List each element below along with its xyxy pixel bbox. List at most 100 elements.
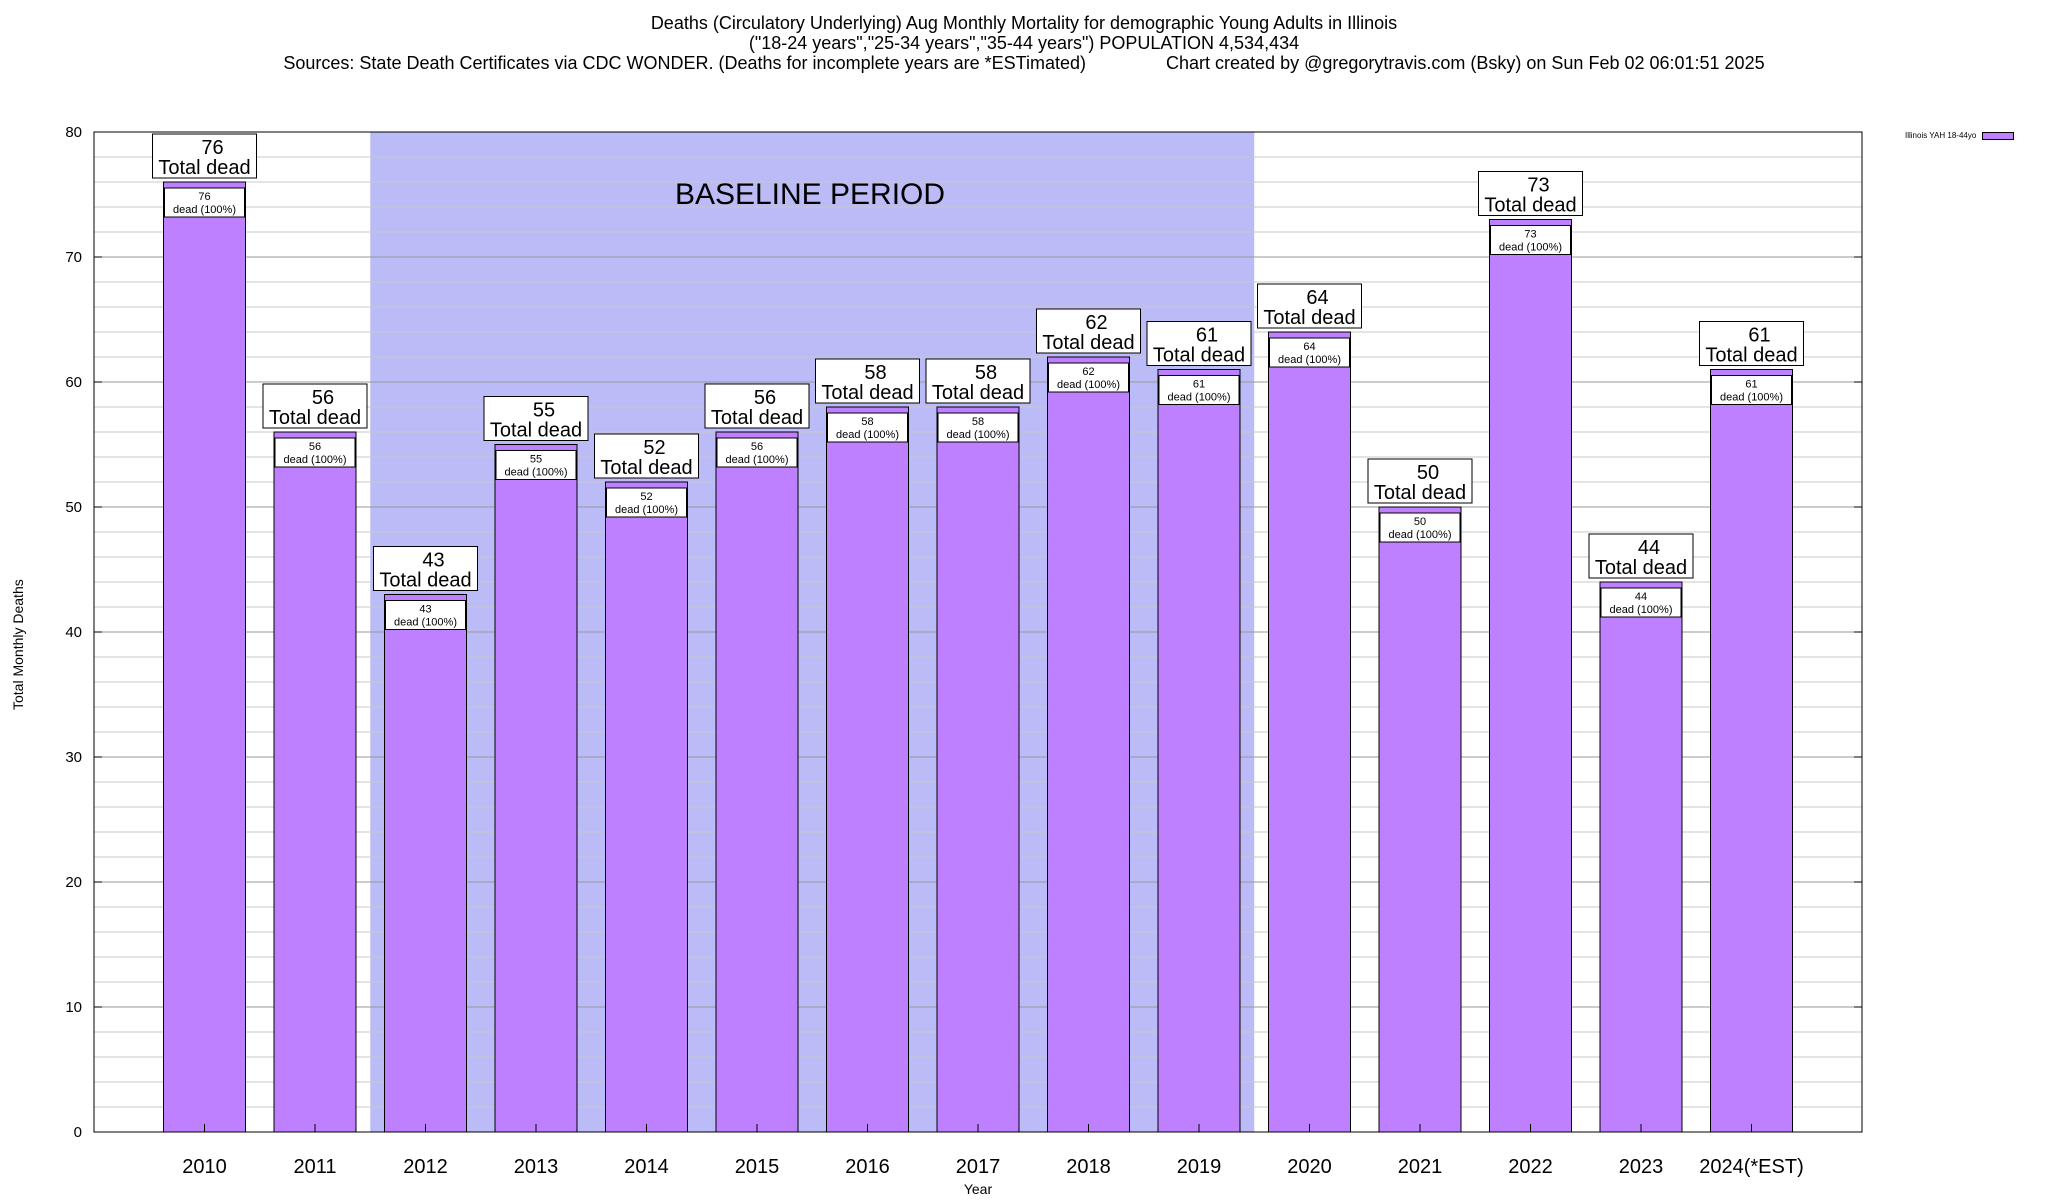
bar-inner-percent: dead (100%) xyxy=(505,467,568,479)
bar-total-value: 61 xyxy=(1748,325,1770,347)
bar-total-value: 58 xyxy=(975,362,997,384)
bar-inner-value: 76 xyxy=(198,191,210,203)
x-tick-label: 2017 xyxy=(956,1156,1001,1178)
bar-total-label-box xyxy=(483,396,589,441)
bar-total-value: 52 xyxy=(643,437,665,459)
bar-inner-label-box xyxy=(274,437,356,468)
plot-border xyxy=(93,131,1863,1133)
bar xyxy=(936,406,1020,1133)
bar-total-value: 64 xyxy=(1306,287,1328,309)
y-tick-label: 60 xyxy=(65,374,82,391)
y-tick-label: 30 xyxy=(65,749,82,766)
bar-total-label: Total dead xyxy=(600,457,692,479)
bar-inner-label-box xyxy=(606,487,687,518)
y-tick-label: 50 xyxy=(65,499,82,516)
y-axis-label: Total Monthly Deaths xyxy=(10,579,26,710)
x-tick-label: 2020 xyxy=(1287,1156,1332,1178)
chart-subtitle: ("18-24 years","25-34 years","35-44 year… xyxy=(748,33,1300,53)
bar-inner-percent: dead (100%) xyxy=(1168,392,1231,404)
legend-swatch xyxy=(1982,131,2015,140)
bar-total-label: Total dead xyxy=(1484,195,1576,217)
bar-total-label: Total dead xyxy=(158,157,250,179)
bar-total-label: Total dead xyxy=(1263,307,1355,329)
bar-inner-value: 64 xyxy=(1303,341,1315,353)
bar-inner-label-box xyxy=(1600,587,1682,618)
x-tick-label: 2021 xyxy=(1398,1156,1443,1178)
x-tick-label: 2016 xyxy=(845,1156,890,1178)
bar-inner-percent: dead (100%) xyxy=(173,204,236,216)
chart-source-line: Sources: State Death Certificates via CD… xyxy=(283,53,1765,73)
bar-total-label-box xyxy=(1588,533,1694,579)
y-tick-label: 70 xyxy=(65,249,82,266)
bar xyxy=(1599,581,1683,1133)
bar-inner-value: 58 xyxy=(861,416,873,428)
bar-total-value: 76 xyxy=(201,137,223,159)
bar xyxy=(1268,331,1351,1133)
bar-total-value: 61 xyxy=(1196,325,1218,347)
bar-inner-value: 44 xyxy=(1635,591,1647,603)
bar-inner-label-box xyxy=(1269,337,1350,368)
bar-inner-label-box xyxy=(385,600,466,630)
x-tick-label: 2023 xyxy=(1619,1156,1664,1178)
y-tick-label: 20 xyxy=(65,874,82,891)
bar-total-label: Total dead xyxy=(932,382,1024,404)
bar-inner-percent: dead (100%) xyxy=(1057,379,1120,391)
baseline-period-label: BASELINE PERIOD xyxy=(675,178,945,211)
bar-inner-value: 50 xyxy=(1414,516,1426,528)
x-axis-label: Year xyxy=(964,1181,993,1197)
x-tick-label: 2013 xyxy=(514,1156,559,1178)
bar-total-label-box xyxy=(594,433,699,479)
bar-total-label: Total dead xyxy=(490,420,582,442)
legend: Illinois YAH 18-44yo xyxy=(1905,131,2015,140)
bar-total-label: Total dead xyxy=(711,407,803,429)
legend-label: Illinois YAH 18-44yo xyxy=(1905,131,1977,140)
x-tick-label: 2022 xyxy=(1508,1156,1553,1178)
bar-total-label-box xyxy=(1146,321,1252,366)
bar-total-label-box xyxy=(1478,171,1583,216)
bar-total-value: 55 xyxy=(533,400,555,422)
bar-total-label: Total dead xyxy=(1705,345,1797,367)
bar-inner-percent: dead (100%) xyxy=(1499,242,1562,254)
bar-total-label: Total dead xyxy=(1153,345,1245,367)
bar-inner-label-box xyxy=(1711,375,1792,405)
bar-inner-label-box xyxy=(495,450,577,480)
bar-total-label: Total dead xyxy=(1042,332,1134,354)
bar-total-label-box xyxy=(262,383,368,429)
bar-total-label-box xyxy=(704,383,810,429)
bar-total-label: Total dead xyxy=(269,407,361,429)
y-tick-label: 0 xyxy=(74,1124,82,1141)
bar-inner-value: 56 xyxy=(309,441,321,453)
bar-inner-label-box xyxy=(1158,375,1240,405)
bar-total-label: Total dead xyxy=(1595,557,1687,579)
bar-inner-label-box xyxy=(716,437,798,468)
bar xyxy=(715,431,799,1133)
bar-inner-value: 73 xyxy=(1524,229,1536,241)
bar-inner-value: 52 xyxy=(640,491,652,503)
bar-inner-value: 56 xyxy=(751,441,763,453)
bar-inner-percent: dead (100%) xyxy=(615,504,678,516)
bar-inner-percent: dead (100%) xyxy=(394,617,457,629)
bar xyxy=(826,406,909,1133)
bar-inner-percent: dead (100%) xyxy=(1389,529,1452,541)
bar-total-label-box xyxy=(815,358,920,404)
bar-total-label-box xyxy=(925,358,1031,404)
bar-inner-label-box xyxy=(937,412,1019,443)
bar-total-value: 56 xyxy=(312,387,334,409)
bar xyxy=(163,181,246,1133)
bar-total-label-box xyxy=(1699,321,1804,366)
bar-inner-label-box xyxy=(827,412,908,443)
bar-inner-value: 61 xyxy=(1193,379,1205,391)
bar-inner-label-box xyxy=(164,187,245,218)
x-tick-label: 2019 xyxy=(1177,1156,1222,1178)
bar-inner-value: 58 xyxy=(972,416,984,428)
bar-total-label-box xyxy=(1367,458,1473,504)
x-tick-label: 2024(*EST) xyxy=(1699,1156,1804,1178)
x-tick-label: 2014 xyxy=(624,1156,669,1178)
bar-inner-value: 62 xyxy=(1082,366,1094,378)
bar-total-value: 58 xyxy=(864,362,886,384)
bar-inner-value: 43 xyxy=(419,604,431,616)
x-tick-label: 2015 xyxy=(735,1156,780,1178)
bar-inner-percent: dead (100%) xyxy=(947,429,1010,441)
y-tick-label: 10 xyxy=(65,999,82,1016)
